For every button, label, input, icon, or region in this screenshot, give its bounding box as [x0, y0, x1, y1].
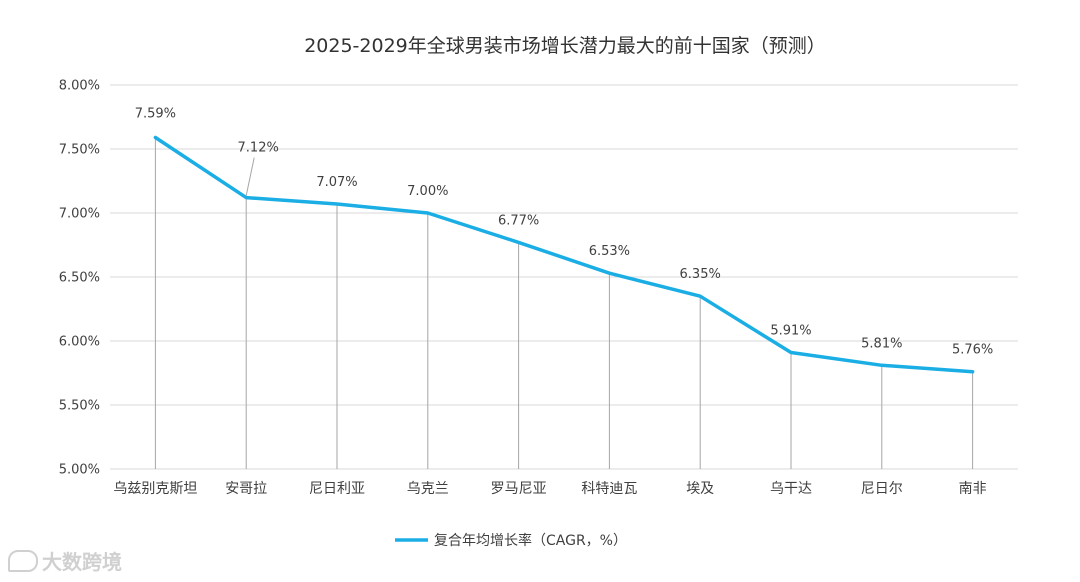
data-label: 6.77% — [498, 213, 539, 228]
x-tick-label: 埃及 — [686, 481, 714, 497]
data-point — [336, 203, 338, 205]
data-label: 7.00% — [407, 184, 448, 199]
data-point — [972, 371, 974, 373]
y-axis-tick-labels: 5.00% 5.50% 6.00% 6.50% 7.00% 7.50% 8.00% — [59, 79, 100, 478]
data-label: 5.76% — [952, 343, 993, 358]
data-point — [245, 197, 247, 199]
data-label: 6.35% — [680, 267, 721, 282]
data-point — [881, 364, 883, 366]
data-labels: 7.59% 7.12% 7.07% 7.00% 6.77% 6.53% 6.35% 5.91%… — [135, 106, 994, 357]
data-point — [154, 136, 156, 138]
watermark-logo-icon — [8, 549, 38, 572]
x-axis-tick-labels: 乌兹别克斯坦 安哥拉 尼日利亚 乌克兰 罗马尼亚 科特迪瓦 埃及 乌干达 尼日尔 南非 — [113, 481, 986, 497]
x-tick-label: 罗马尼亚 — [491, 481, 547, 497]
data-label: 7.07% — [316, 175, 357, 190]
x-tick-label: 乌克兰 — [407, 481, 449, 497]
drop-lines — [154, 137, 974, 469]
legend: 复合年均增长率（CAGR，%） — [395, 532, 627, 549]
series-line-path — [153, 135, 975, 374]
x-tick-label: 乌干达 — [770, 481, 812, 497]
data-point — [790, 352, 792, 354]
data-label: 5.91% — [770, 324, 811, 339]
y-tick-label: 5.00% — [59, 463, 100, 478]
chart-title: 2025-2029年全球男装市场增长潜力最大的前十国家（预测） — [304, 35, 826, 57]
data-label-leader-line — [245, 157, 255, 196]
watermark-text: 大数跨境 — [42, 550, 122, 574]
data-label: 7.59% — [135, 106, 176, 121]
y-tick-label: 5.50% — [59, 399, 100, 414]
x-tick-label: 南非 — [959, 481, 987, 497]
y-tick-label: 6.50% — [59, 271, 100, 286]
data-point — [699, 295, 701, 297]
data-label: 5.81% — [861, 336, 902, 351]
data-label: 6.53% — [589, 244, 630, 259]
data-point — [427, 212, 429, 214]
x-tick-label: 安哥拉 — [225, 481, 267, 497]
watermark: 大数跨境 — [8, 546, 122, 575]
x-tick-label: 尼日利亚 — [309, 481, 365, 497]
data-point — [608, 272, 610, 274]
y-tick-label: 7.00% — [59, 207, 100, 222]
legend-label: 复合年均增长率（CAGR，%） — [434, 532, 627, 549]
x-tick-label: 科特迪瓦 — [581, 481, 637, 497]
x-tick-label: 尼日尔 — [861, 481, 903, 497]
y-tick-label: 7.50% — [59, 143, 100, 158]
gridlines — [110, 84, 1018, 470]
x-tick-label: 乌兹别克斯坦 — [113, 481, 197, 497]
y-tick-label: 8.00% — [59, 79, 100, 94]
data-label: 7.12% — [238, 141, 279, 156]
series-line — [153, 135, 975, 374]
data-point — [518, 241, 520, 243]
y-tick-label: 6.00% — [59, 335, 100, 350]
